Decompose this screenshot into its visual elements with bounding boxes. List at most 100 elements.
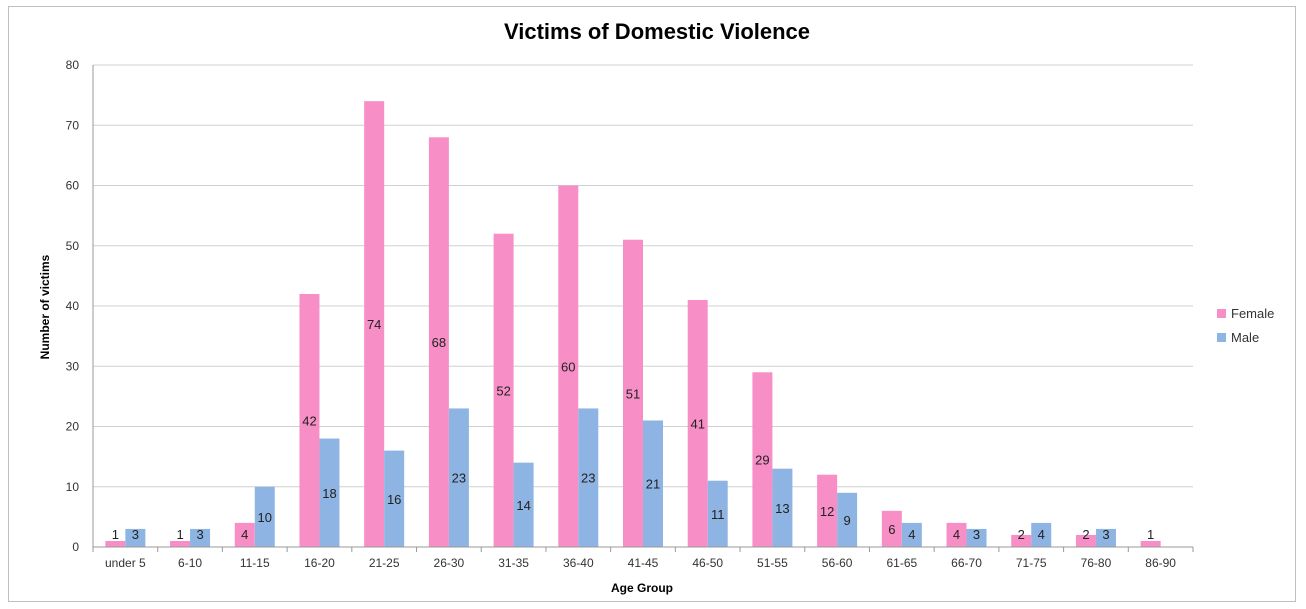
chart-title: Victims of Domestic Violence [504,19,810,44]
bar-male-21-25 [384,450,405,547]
data-label-female: 2 [1082,527,1089,542]
y-tick-label: 0 [72,540,79,554]
data-label-female: 52 [496,383,510,398]
x-tick-label: 41-45 [628,556,659,570]
y-tick-label: 10 [66,480,80,494]
data-label-male: 23 [581,471,595,486]
data-label-male: 3 [973,527,980,542]
data-label-female: 1 [112,527,119,542]
bar-male-26-30 [448,408,469,547]
bar-female-11-15 [234,522,255,547]
bar-female-41-45 [623,239,643,547]
data-label-female: 29 [755,453,769,468]
bar-male-6-10 [190,528,211,547]
data-label-male: 9 [844,513,851,528]
data-label-male: 14 [516,498,530,513]
data-label-female: 4 [953,527,960,542]
legend-label-male: Male [1231,330,1259,345]
bar-male-31-35 [513,462,534,547]
x-tick-label: 51-55 [757,556,788,570]
x-tick-label: 11-15 [240,556,270,570]
data-label-male: 21 [646,477,660,492]
bar-male-46-50 [707,480,728,547]
x-tick-label: under 5 [105,556,146,570]
bar-female-16-20 [299,293,320,547]
data-label-male: 13 [775,501,789,516]
y-tick-label: 40 [66,299,80,313]
data-label-male: 4 [1038,527,1045,542]
data-label-female: 41 [690,416,704,431]
x-tick-label: 46-50 [692,556,723,570]
bar-female-51-55 [752,372,773,547]
data-label-male: 3 [196,527,203,542]
x-tick-label: 71-75 [1016,556,1047,570]
data-label-female: 60 [561,359,575,374]
bar-female-21-25 [364,101,385,548]
bar-female-61-65 [881,510,902,547]
bar-female-46-50 [687,299,708,547]
x-tick-label: 26-30 [434,556,465,570]
x-tick-label: 31-35 [498,556,529,570]
bar-male-56-60 [837,492,858,547]
bar-female-66-70 [946,522,967,547]
x-tick-label: 6-10 [178,556,202,570]
bar-female-71-75 [1011,534,1032,547]
bar-male-71-75 [1031,522,1052,547]
bar-female-86-90 [1140,540,1161,547]
y-axis-title: Number of victims [38,254,52,359]
data-label-male: 4 [908,527,915,542]
legend: Female Male [1217,306,1274,345]
bar-male-36-40 [578,408,599,547]
bar-female-26-30 [428,137,449,548]
data-label-male: 3 [132,527,139,542]
data-label-female: 74 [367,317,381,332]
y-tick-label: 50 [66,239,80,253]
bar-male-11-15 [254,486,275,547]
bar-female-6-10 [170,540,191,547]
bar-male-under-5 [125,528,146,547]
chart-frame: Victims of Domestic Violence 1 1 4 42 74 68 52… [8,6,1296,602]
bar-female-31-35 [493,233,514,547]
bar-female-36-40 [558,185,579,547]
data-label-female: 1 [176,527,183,542]
x-tick-label: 66-70 [951,556,982,570]
x-axis-title: Age Group [611,581,673,595]
bar-female-56-60 [817,474,838,547]
x-tick-label: 16-20 [304,556,335,570]
data-label-male: 18 [322,486,336,501]
data-label-female: 2 [1018,527,1025,542]
x-tick-label: 61-65 [886,556,917,570]
y-tick-label: 30 [66,359,80,373]
bar-male-41-45 [643,420,663,547]
data-label-female: 4 [241,527,248,542]
bar-male-76-80 [1095,528,1116,547]
data-label-female: 68 [432,335,446,350]
data-label-female: 6 [888,522,895,537]
bar-male-16-20 [319,438,340,547]
x-tick-label: 86-90 [1145,556,1176,570]
data-label-female: 1 [1147,527,1154,542]
x-tick-label: 56-60 [822,556,853,570]
data-label-male: 16 [387,492,401,507]
data-label-female: 51 [626,386,640,401]
data-label-male: 3 [1102,527,1109,542]
x-tick-label: 76-80 [1081,556,1112,570]
legend-swatch-female [1217,309,1226,318]
y-tick-label: 80 [66,58,80,72]
data-label-female: 12 [820,504,834,519]
bar-male-66-70 [966,528,987,547]
bar-male-61-65 [901,522,922,547]
y-tick-label: 70 [66,118,80,132]
bar-female-under-5 [105,540,126,547]
data-label-male: 23 [452,471,466,486]
bar-female-76-80 [1075,534,1096,547]
y-tick-label: 20 [66,420,80,434]
data-label-male: 11 [711,507,725,522]
legend-label-female: Female [1231,306,1274,321]
y-tick-label: 60 [66,179,80,193]
x-tick-label: 21-25 [369,556,400,570]
x-tick-label: 36-40 [563,556,594,570]
bar-male-51-55 [772,468,793,547]
